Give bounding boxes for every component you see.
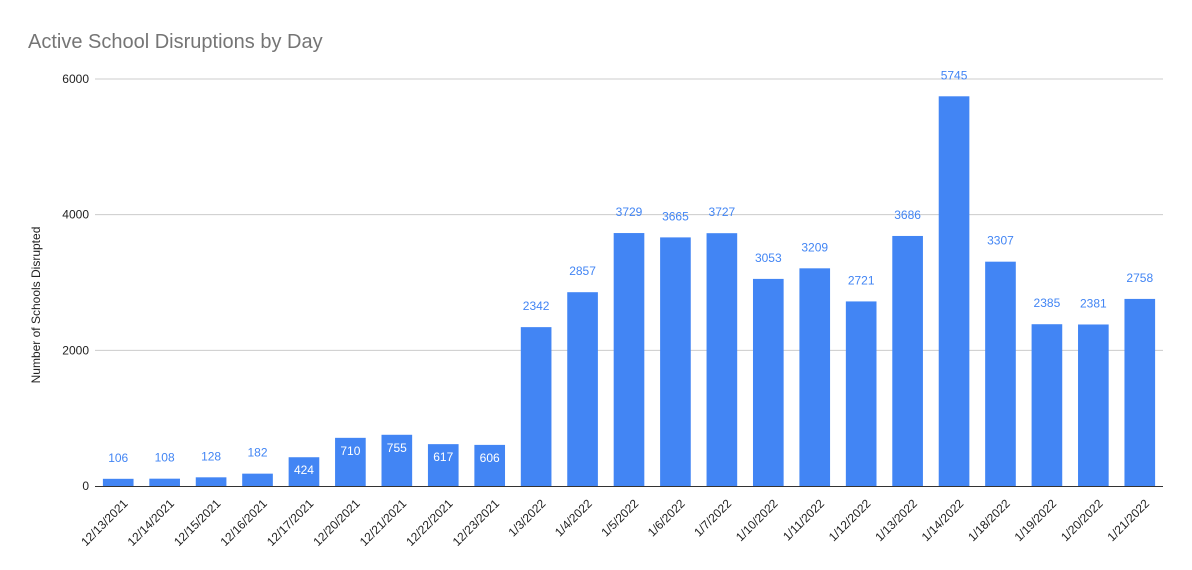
bar bbox=[706, 233, 738, 486]
bar bbox=[752, 278, 784, 486]
bar bbox=[242, 473, 273, 486]
chart-title: Active School Disruptions by Day bbox=[28, 31, 323, 53]
data-label: 3686 bbox=[894, 208, 921, 222]
data-label: 755 bbox=[387, 441, 407, 455]
bar bbox=[938, 96, 970, 487]
x-tick-label: 12/22/2021 bbox=[403, 496, 456, 549]
x-tick-label: 1/10/2022 bbox=[733, 496, 781, 544]
x-tick-label: 1/12/2022 bbox=[826, 496, 874, 544]
bar bbox=[845, 301, 877, 486]
bar bbox=[102, 478, 134, 486]
x-axis-ticks: 12/13/202112/14/202112/15/202112/16/2021… bbox=[78, 496, 1152, 549]
x-tick-label: 1/5/2022 bbox=[598, 496, 641, 539]
bar bbox=[985, 261, 1016, 486]
data-label: 2758 bbox=[1126, 271, 1153, 285]
bar bbox=[660, 237, 691, 486]
x-tick-label: 1/19/2022 bbox=[1012, 496, 1060, 544]
x-tick-label: 12/13/2021 bbox=[78, 496, 131, 549]
data-labels: 106 108 128 182 424 710 755 617 606 2342 2857 3729 3… bbox=[108, 68, 1153, 477]
data-label: 3727 bbox=[709, 205, 736, 219]
x-tick-label: 12/21/2021 bbox=[357, 496, 410, 549]
data-label: 2342 bbox=[523, 299, 550, 313]
data-label: 106 bbox=[108, 451, 128, 465]
x-tick-label: 12/17/2021 bbox=[264, 496, 317, 549]
bar bbox=[149, 478, 180, 486]
bar bbox=[381, 434, 413, 486]
x-tick-label: 1/20/2022 bbox=[1058, 496, 1106, 544]
y-tick-label: 0 bbox=[82, 479, 89, 493]
y-tick-label: 2000 bbox=[62, 343, 89, 357]
x-tick-label: 12/15/2021 bbox=[171, 496, 224, 549]
data-label: 2857 bbox=[569, 264, 596, 278]
data-label: 2721 bbox=[848, 273, 875, 287]
data-label: 606 bbox=[480, 451, 500, 465]
data-label: 2385 bbox=[1034, 296, 1061, 310]
bar bbox=[520, 327, 552, 486]
x-tick-label: 12/14/2021 bbox=[125, 496, 178, 549]
x-tick-label: 1/21/2022 bbox=[1104, 496, 1152, 544]
x-tick-label: 1/7/2022 bbox=[691, 496, 734, 539]
data-label: 5745 bbox=[941, 68, 968, 82]
bar bbox=[892, 235, 923, 486]
y-axis-title: Number of Schools Disrupted bbox=[29, 227, 43, 384]
x-tick-label: 1/6/2022 bbox=[645, 496, 688, 539]
x-tick-label: 1/4/2022 bbox=[552, 496, 595, 539]
bar bbox=[1124, 298, 1156, 486]
bar bbox=[1031, 324, 1063, 486]
x-tick-label: 12/23/2021 bbox=[450, 496, 503, 549]
data-label: 3053 bbox=[755, 251, 782, 265]
bar bbox=[335, 437, 366, 486]
bar bbox=[288, 457, 320, 486]
x-tick-label: 1/3/2022 bbox=[506, 496, 549, 539]
data-label: 424 bbox=[294, 463, 314, 477]
x-tick-label: 12/20/2021 bbox=[310, 496, 363, 549]
y-tick-label: 6000 bbox=[62, 72, 89, 86]
x-tick-label: 1/13/2022 bbox=[872, 496, 920, 544]
bar bbox=[799, 268, 831, 486]
data-label: 3729 bbox=[616, 205, 643, 219]
data-label: 710 bbox=[340, 444, 360, 458]
data-label: 108 bbox=[155, 451, 175, 465]
y-axis-ticks: 0 2000 4000 6000 bbox=[62, 72, 89, 493]
y-tick-label: 4000 bbox=[62, 208, 89, 222]
data-label: 2381 bbox=[1080, 296, 1107, 310]
data-label: 3307 bbox=[987, 234, 1014, 248]
data-label: 128 bbox=[201, 449, 221, 463]
bar bbox=[474, 444, 506, 486]
x-tick-label: 1/18/2022 bbox=[965, 496, 1013, 544]
x-tick-label: 12/16/2021 bbox=[217, 496, 270, 549]
bar bbox=[195, 477, 227, 486]
x-tick-label: 1/11/2022 bbox=[780, 496, 827, 543]
data-label: 182 bbox=[248, 446, 268, 460]
data-label: 3665 bbox=[662, 209, 689, 223]
data-label: 617 bbox=[433, 450, 453, 464]
bar bbox=[567, 292, 598, 486]
bars bbox=[102, 96, 1156, 487]
bar bbox=[613, 233, 645, 486]
bar bbox=[1078, 324, 1109, 486]
x-tick-label: 1/14/2022 bbox=[919, 496, 967, 544]
data-label: 3209 bbox=[801, 240, 828, 254]
bar bbox=[427, 444, 459, 486]
